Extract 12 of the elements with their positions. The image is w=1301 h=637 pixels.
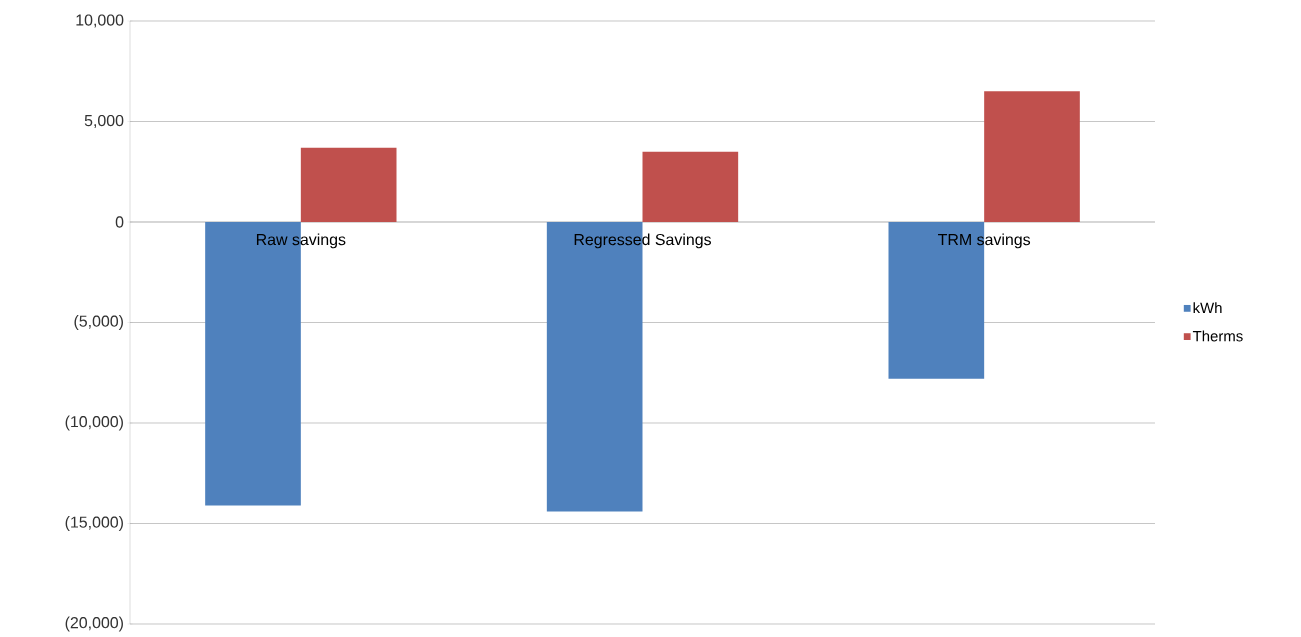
y-tick-label: (20,000) (65, 616, 123, 632)
y-tick-label: (10,000) (65, 415, 123, 431)
bar (642, 151, 739, 222)
y-tick-label: 0 (115, 216, 124, 228)
y-tick-label: (5,000) (74, 315, 123, 330)
bar (300, 147, 397, 222)
bar (984, 91, 1080, 222)
legend-label: kWh (1193, 302, 1222, 314)
y-tick-label: 10,000 (76, 14, 124, 28)
legend-label: Therms (1192, 330, 1243, 342)
y-tick-label: 5,000 (84, 114, 124, 129)
y-tick-label: (15,000) (65, 516, 123, 531)
